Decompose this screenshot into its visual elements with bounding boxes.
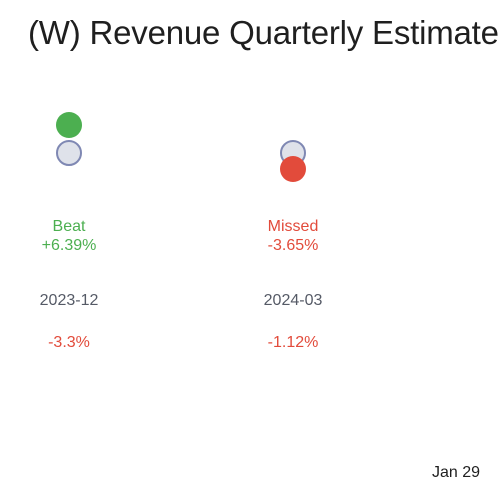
footer-date: Jan 29 xyxy=(432,464,481,481)
chart-title: (W) Revenue Quarterly Estimate xyxy=(28,14,499,51)
actual-marker xyxy=(56,111,82,138)
status-label: Missed xyxy=(267,218,319,235)
status-label: Beat xyxy=(52,218,86,235)
change-label: -3.3% xyxy=(48,334,90,351)
surprise-label: -3.65% xyxy=(267,237,319,254)
period-label: 2023-12 xyxy=(39,292,99,309)
change-label: -1.12% xyxy=(267,334,319,351)
surprise-label: +6.39% xyxy=(41,237,97,254)
estimate-marker xyxy=(56,140,82,166)
actual-marker xyxy=(280,156,306,183)
period-label: 2024-03 xyxy=(263,292,323,309)
